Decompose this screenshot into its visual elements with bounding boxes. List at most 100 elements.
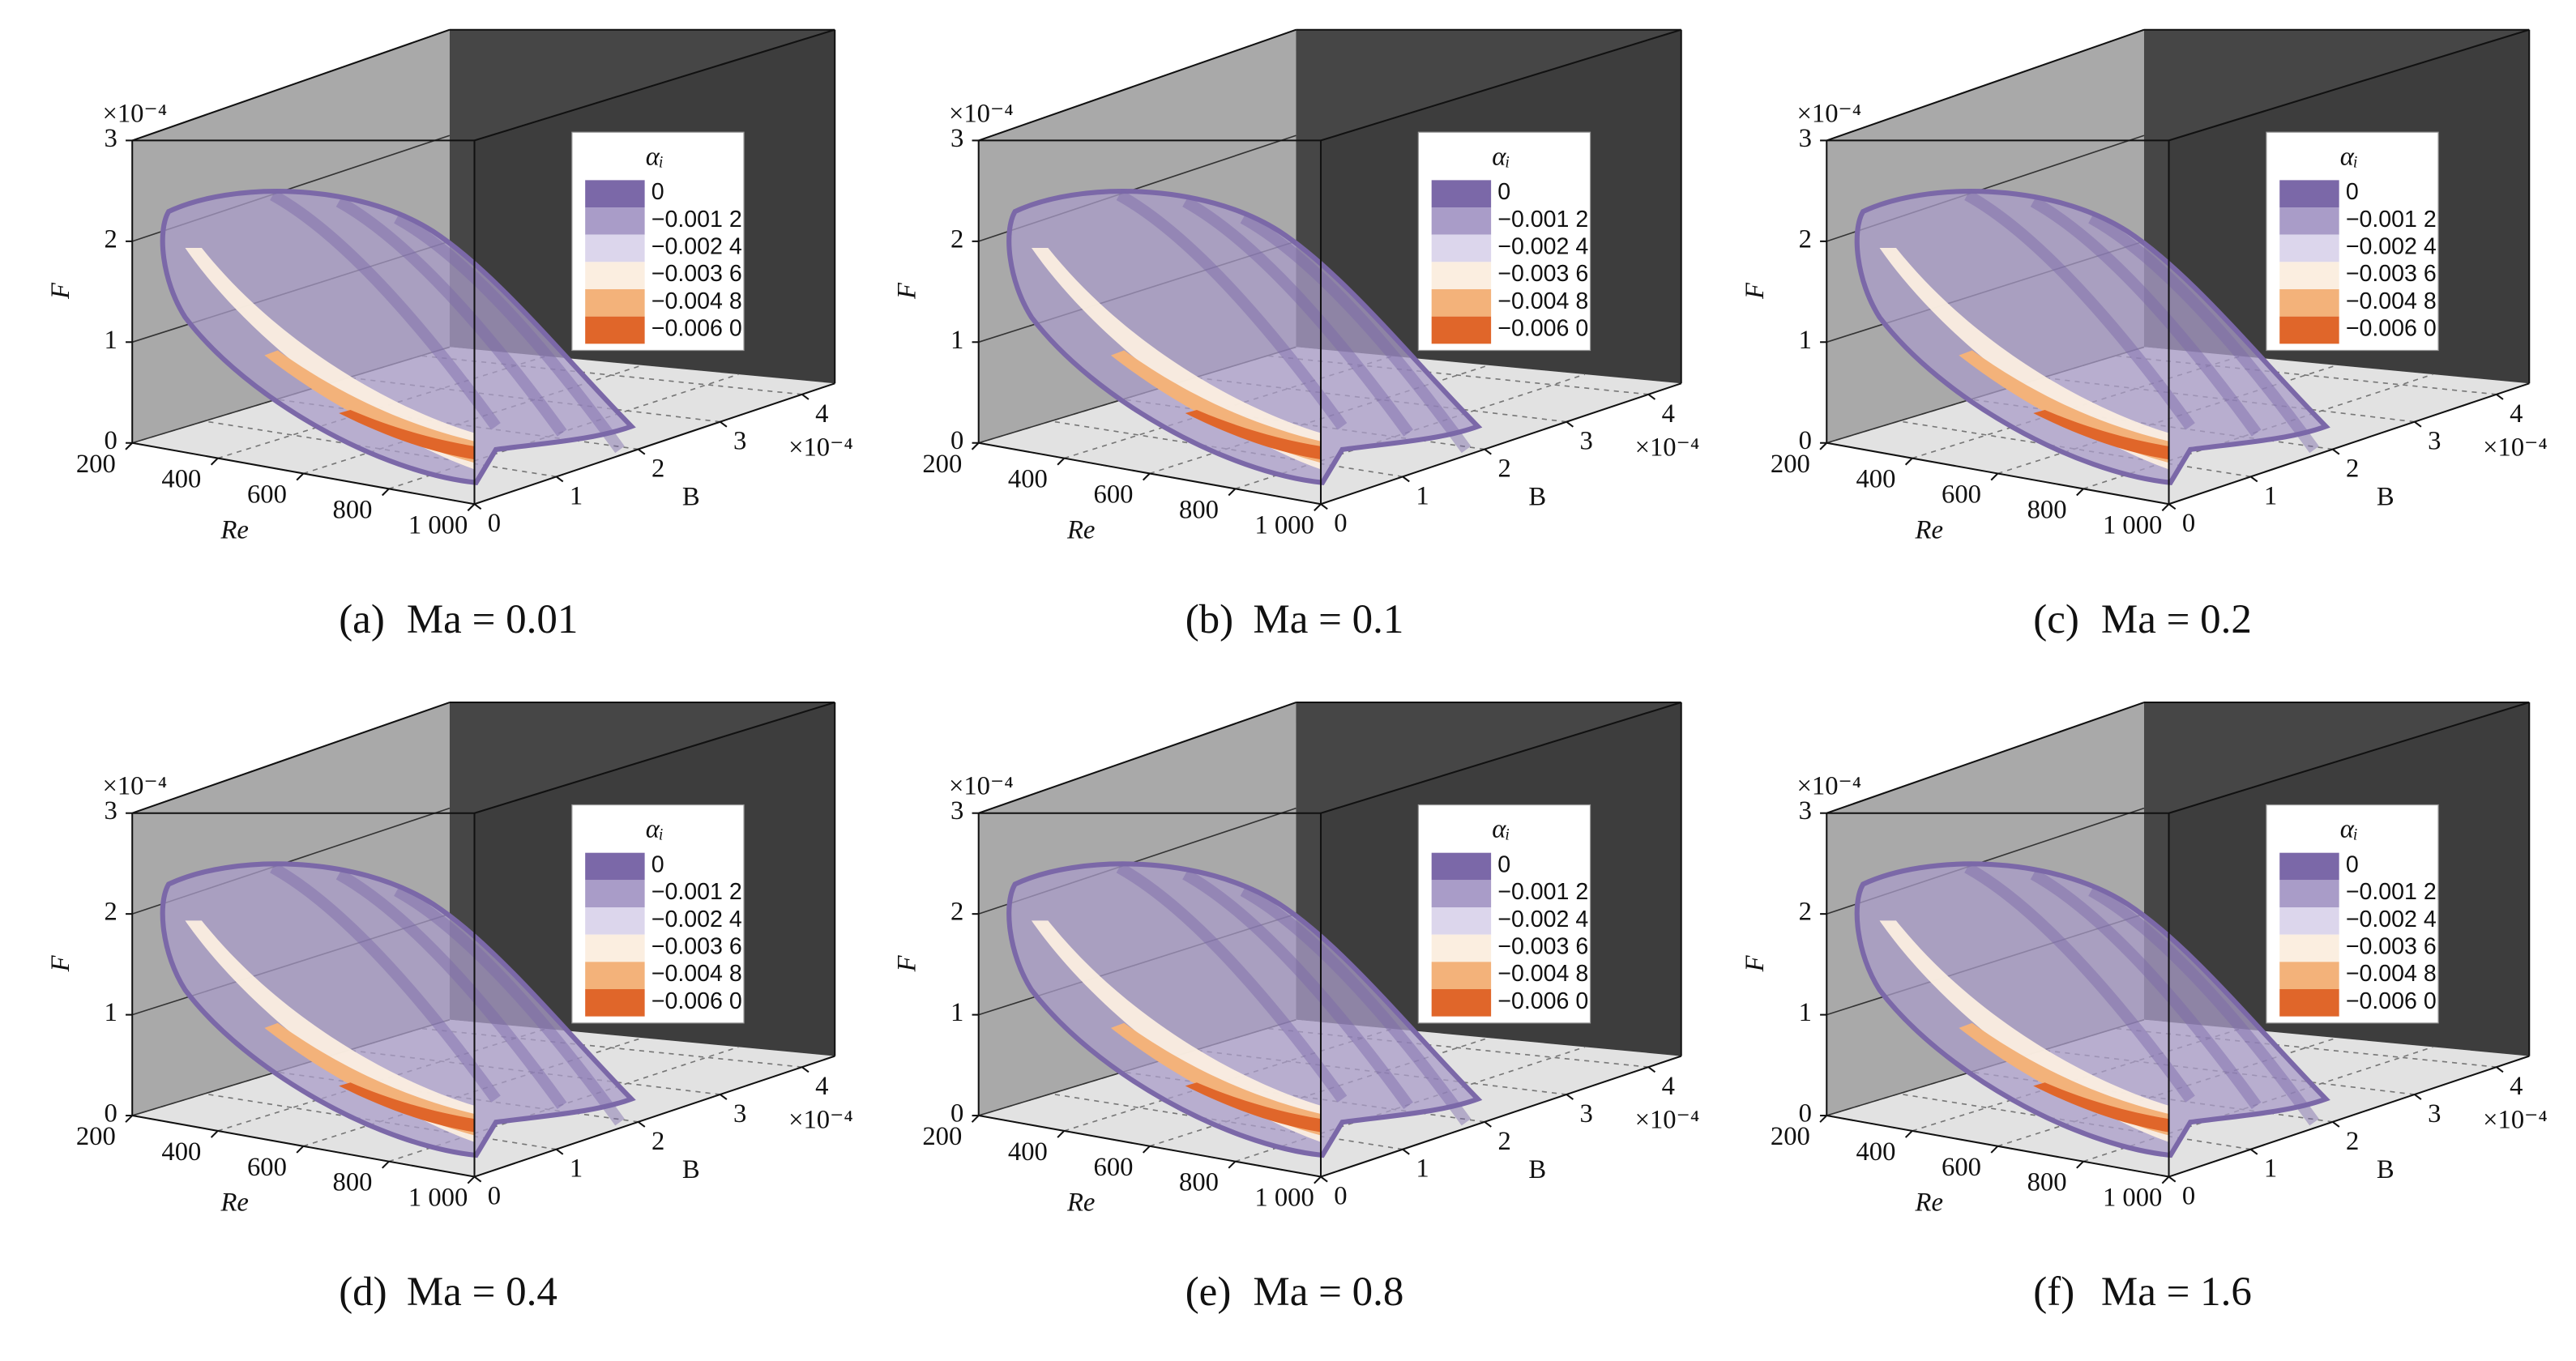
legend-swatch [585,988,645,1017]
legend-swatch [1431,988,1492,1017]
box-edge [978,28,1297,142]
y-multiplier: ×10⁻⁴ [1635,433,1700,462]
z-tick-label: 1 [951,326,963,355]
z-tick-label: 2 [1799,898,1812,927]
surface-rib [1116,190,1348,430]
z-multiplier: ×10⁻⁴ [102,99,167,128]
box-edge [1320,28,1682,142]
y-tick [638,1121,646,1128]
legend-label: −0.006 0 [2346,316,2437,342]
box-edge [132,442,475,506]
legend-swatch [585,262,645,290]
x-tick-label: 200 [76,450,116,479]
y-tick-label: 3 [733,427,746,456]
surface-rib [394,885,625,1126]
box-edge [474,382,835,506]
surface-rib [1240,213,1472,454]
box-edge [978,442,1322,506]
legend-swatch [585,907,645,935]
x-tick-label: 600 [1942,480,1981,510]
y-tick [1647,1066,1656,1073]
y-tick-label: 3 [2428,427,2441,456]
x-tick-label: 200 [922,1122,962,1151]
y-tick-label: 2 [2346,1127,2359,1156]
surface-rib [1116,862,1348,1103]
x-tick-label: 200 [922,450,962,479]
x-tick-label: 400 [161,465,201,494]
z-axis-label: F [46,282,75,300]
legend-label: −0.003 6 [1497,934,1588,960]
x-tick [1228,1160,1237,1169]
x-tick [1904,1130,1913,1138]
legend-label: −0.001 2 [2346,879,2437,905]
legend-swatch [585,316,645,344]
y-tick-label: 2 [651,454,664,484]
x-tick-label: 1 000 [2103,510,2162,540]
x-tick-label: 800 [2027,495,2067,524]
legend-swatch [585,180,645,208]
y-tick-label: 0 [1334,509,1347,538]
y-tick [2168,503,2177,510]
y-tick [801,394,810,400]
z-multiplier: ×10⁻⁴ [102,772,167,801]
surface-rib [1964,190,2195,430]
legend-label: 0 [2346,179,2359,205]
y-tick-label: 1 [570,481,583,510]
caption-label: (d) [339,1269,387,1315]
z-axis-label: F [893,282,922,300]
box-edge [474,702,835,814]
legend-swatch [1431,207,1492,235]
surface-band [1110,1022,1321,1136]
y-tick-label: 0 [2182,1182,2195,1211]
y-tick-label: 4 [1662,399,1675,429]
legend-label: −0.002 4 [651,234,742,260]
x-tick-label: 200 [1771,1122,1810,1151]
surface-band [2033,1082,2169,1133]
y-tick-label: 4 [2510,1072,2523,1101]
x-tick-label: 200 [1771,450,1810,479]
z-tick-label: 3 [105,124,117,153]
box-edge [1826,702,2145,814]
box-edge [1826,1115,2169,1178]
y-multiplier: ×10⁻⁴ [2483,433,2548,462]
x-tick-label: 200 [76,1122,116,1151]
legend-swatch [585,289,645,317]
z-axis-label: F [1741,282,1770,300]
x-tick [296,472,305,481]
x-tick-label: 800 [333,495,373,524]
box-edge [978,1115,1322,1178]
y-multiplier: ×10⁻⁴ [788,1106,853,1135]
legend-label: −0.006 0 [651,988,742,1014]
y-axis-label: B [2377,483,2394,512]
legend-label: −0.004 8 [651,961,742,987]
surface-rib [2088,213,2319,454]
surface [1006,189,1483,485]
z-tick-label: 2 [105,898,117,927]
x-tick [1819,1115,1827,1123]
x-tick-label: 400 [1856,1137,1895,1167]
x-tick [125,1115,133,1123]
legend-swatch [2279,852,2339,881]
legend-swatch [585,962,645,989]
y-tick [473,1175,482,1183]
legend-swatch [1431,907,1492,935]
legend-label: 0 [2346,852,2359,878]
x-axis-label: Re [1915,1188,1943,1218]
y-tick-label: 1 [1416,1154,1429,1184]
y-multiplier: ×10⁻⁴ [1635,1106,1700,1135]
legend-label: −0.004 8 [651,288,742,314]
z-tick-label: 2 [951,224,963,254]
surface-band [339,409,475,460]
y-axis-label: B [2377,1155,2394,1184]
legend-label: −0.004 8 [2346,288,2437,314]
surface-band [1959,1022,2169,1136]
legend-label: −0.003 6 [1497,261,1588,287]
surface [160,861,636,1158]
legend-title: αᵢ [1492,142,1510,171]
caption: Ma = 0.1 [1253,597,1403,642]
box-edge [2168,702,2530,814]
x-tick [2161,503,2170,512]
caption: Ma = 0.8 [1253,1269,1403,1315]
box-edge [2168,1055,2530,1178]
surface-band [185,920,475,1142]
